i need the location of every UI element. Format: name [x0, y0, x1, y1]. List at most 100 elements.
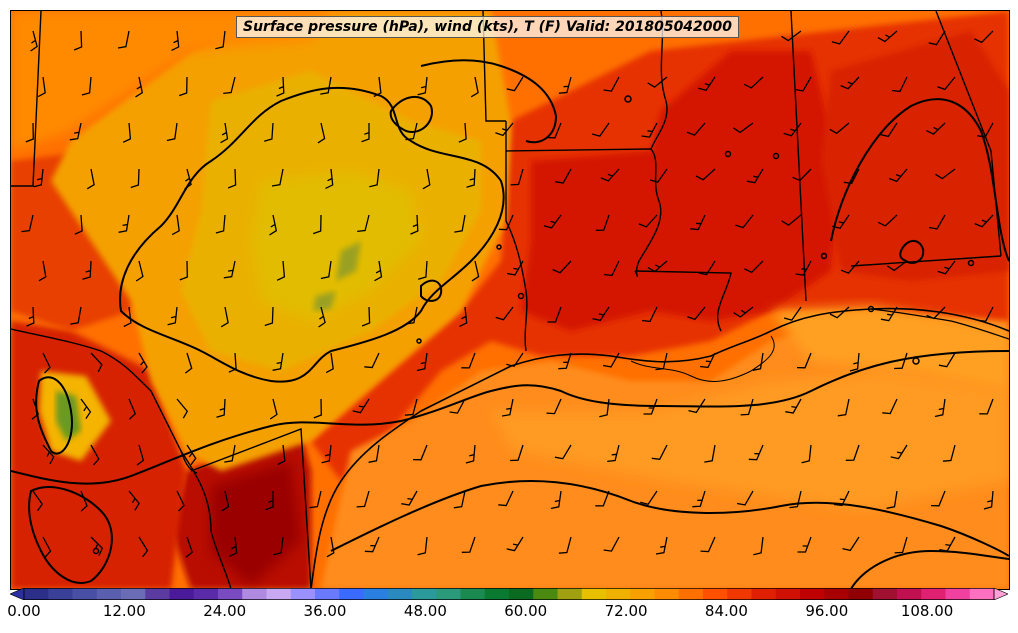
wind-barb: [501, 398, 514, 417]
wind-barb: [655, 352, 668, 371]
wind-barb: [699, 352, 716, 369]
wind-barb: [546, 398, 562, 415]
wind-barb: [186, 444, 197, 466]
mountain-green: [56, 391, 81, 441]
wind-barb: [130, 168, 140, 189]
isobar-coast: [11, 350, 1009, 485]
wind-barb: [543, 214, 562, 229]
weather-map: [10, 10, 1010, 590]
wind-barb: [692, 490, 706, 508]
wind-barb: [558, 352, 572, 370]
wind-barb: [176, 398, 189, 419]
wind-barb: [264, 122, 274, 142]
wind-barb: [361, 123, 370, 143]
border-ok-east: [482, 11, 506, 122]
wind-barb: [930, 490, 946, 507]
wind-barb: [977, 122, 994, 138]
hotter-region-ms: [521, 51, 841, 331]
colorbar-segment: [24, 588, 49, 600]
colorbar-segment: [727, 588, 752, 600]
wind-barb: [326, 536, 335, 558]
wind-barb: [831, 30, 850, 45]
wind-barb: [21, 214, 34, 233]
wind-barb: [312, 214, 322, 235]
wind-barb: [42, 536, 52, 558]
colorbar-segment: [290, 588, 316, 600]
wind-barb: [271, 168, 284, 187]
wind-barbs: [21, 30, 994, 558]
wind-barb: [700, 536, 716, 553]
wind-barb: [603, 260, 620, 277]
wind-barb: [364, 536, 380, 553]
temperature-field: [11, 11, 1009, 589]
isobar-tx-small: [420, 279, 443, 302]
wind-barb: [459, 306, 468, 327]
colorbar-segment: [484, 588, 510, 600]
colorbar-segment: [72, 588, 98, 600]
wind-barb: [735, 214, 754, 229]
wind-barb: [228, 352, 237, 373]
green-patch-1: [336, 241, 361, 281]
wind-barb: [595, 214, 610, 231]
wind-barb: [135, 260, 144, 282]
wind-barb: [647, 260, 668, 273]
wind-barb: [832, 214, 850, 230]
wind-barb: [90, 444, 100, 466]
wind-barb: [833, 490, 850, 507]
coolest-zone: [251, 171, 421, 321]
wind-barb: [792, 168, 812, 182]
wind-barb: [638, 214, 658, 228]
wind-barb: [926, 306, 946, 320]
colorbar-segment: [48, 588, 73, 600]
wind-barb: [555, 168, 572, 184]
coastline-fl-panhandle: [870, 308, 1009, 340]
wind-barb: [926, 122, 946, 135]
wind-barb: [935, 168, 956, 180]
wind-barb: [894, 536, 908, 554]
wind-barb: [374, 260, 383, 282]
temperature-colorbar: [10, 588, 1008, 600]
colorbar-segment: [339, 588, 364, 600]
wind-barb: [118, 214, 130, 233]
border-tx-ok-north: [11, 11, 42, 187]
isobar-southeast: [850, 549, 1009, 589]
colorbar-segment: [703, 588, 728, 600]
wind-barb: [690, 214, 706, 231]
colorbar-tick-label: 12.00: [102, 602, 146, 620]
colorbar-segment: [509, 588, 534, 600]
wind-barb: [842, 536, 860, 552]
wind-barb: [167, 306, 178, 326]
station-dot-10: [416, 338, 422, 344]
wind-barb: [506, 352, 524, 368]
wind-barb: [38, 260, 47, 282]
wind-barb: [178, 76, 188, 97]
station-dot-11: [92, 547, 100, 555]
border-mex-inner: [180, 450, 232, 589]
wind-barb: [595, 490, 610, 507]
wind-barb: [269, 398, 278, 420]
colorbar-extend-low: [10, 588, 25, 600]
state-borders: [11, 11, 1009, 589]
wind-barb: [220, 122, 229, 144]
wind-barb: [546, 122, 562, 139]
colorbar-segment: [363, 588, 389, 600]
colorbar-segment: [387, 588, 413, 600]
wind-barb: [454, 214, 466, 233]
wind-barb: [877, 214, 898, 227]
green-patch-2: [313, 291, 336, 311]
wind-barb: [227, 168, 237, 189]
colorbar-segment: [436, 588, 461, 600]
wind-barb: [404, 398, 418, 416]
wind-barb: [649, 168, 668, 183]
wind-barb: [122, 122, 132, 143]
wind-barb: [888, 168, 908, 183]
wind-barb: [461, 536, 476, 553]
wind-barb: [30, 30, 38, 52]
isobar-ok-loop: [389, 96, 433, 133]
wind-barb: [417, 536, 428, 556]
isobar-west: [35, 376, 73, 455]
isobar-ar-north: [420, 59, 558, 144]
station-dot-5: [967, 259, 975, 267]
wind-barb: [740, 398, 754, 416]
wind-barb: [220, 306, 229, 328]
